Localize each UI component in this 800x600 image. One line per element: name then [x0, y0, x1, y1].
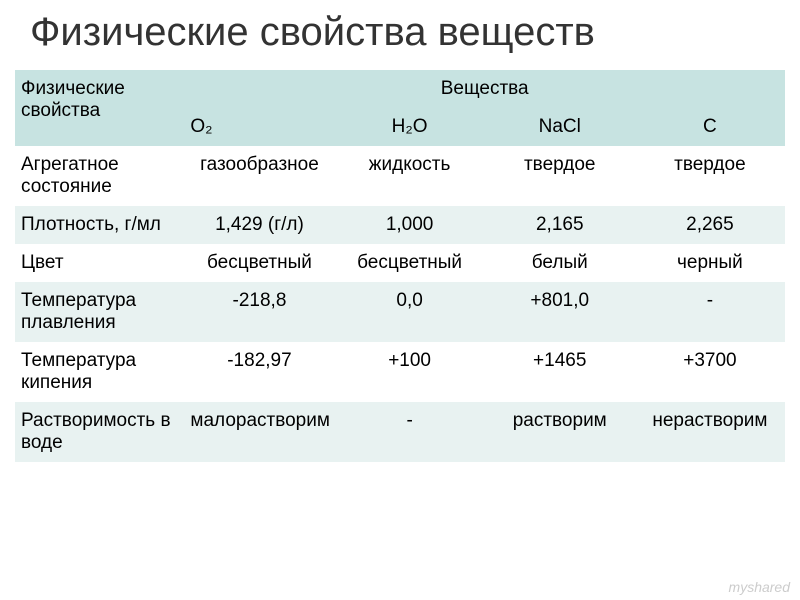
property-cell: Растворимость в воде [15, 402, 184, 462]
property-cell: Температура кипения [15, 342, 184, 402]
property-cell: Цвет [15, 244, 184, 282]
data-cell: черный [635, 244, 785, 282]
property-cell: Плотность, г/мл [15, 206, 184, 244]
data-cell: - [635, 282, 785, 342]
data-cell: +100 [335, 342, 485, 402]
table-row: Плотность, г/мл 1,429 (г/л) 1,000 2,165 … [15, 206, 785, 244]
data-cell: -182,97 [184, 342, 334, 402]
data-cell: малорастворим [184, 402, 334, 462]
property-cell: Температура плавления [15, 282, 184, 342]
table-row: Растворимость в воде малорастворим - рас… [15, 402, 785, 462]
data-cell: твердое [485, 146, 635, 206]
table-container: Физические свойства Вещества O₂ H₂O NaCl… [0, 70, 800, 462]
data-cell: твердое [635, 146, 785, 206]
table-row: Температура кипения -182,97 +100 +1465 +… [15, 342, 785, 402]
data-cell: бесцветный [335, 244, 485, 282]
data-cell: -218,8 [184, 282, 334, 342]
data-cell: +801,0 [485, 282, 635, 342]
formula-h2o: H₂O [335, 108, 485, 146]
property-header: Физические свойства [15, 70, 184, 146]
data-cell: растворим [485, 402, 635, 462]
data-cell: 2,265 [635, 206, 785, 244]
table-row: Температура плавления -218,8 0,0 +801,0 … [15, 282, 785, 342]
formula-o2: O₂ [184, 108, 334, 146]
properties-table: Физические свойства Вещества O₂ H₂O NaCl… [15, 70, 785, 462]
data-cell: газообразное [184, 146, 334, 206]
data-cell: бесцветный [184, 244, 334, 282]
data-cell: 1,000 [335, 206, 485, 244]
property-cell: Агрегатное состояние [15, 146, 184, 206]
data-cell: белый [485, 244, 635, 282]
data-cell: нерастворим [635, 402, 785, 462]
watermark: myshared [729, 579, 790, 595]
slide-title: Физические свойства веществ [0, 0, 800, 70]
formula-nacl: NaCl [485, 108, 635, 146]
header-row-1: Физические свойства Вещества [15, 70, 785, 108]
data-cell: жидкость [335, 146, 485, 206]
formula-c: C [635, 108, 785, 146]
substances-header: Вещества [184, 70, 785, 108]
table-row: Цвет бесцветный бесцветный белый черный [15, 244, 785, 282]
data-cell: +1465 [485, 342, 635, 402]
data-cell: 1,429 (г/л) [184, 206, 334, 244]
data-cell: +3700 [635, 342, 785, 402]
data-cell: 2,165 [485, 206, 635, 244]
data-cell: - [335, 402, 485, 462]
data-cell: 0,0 [335, 282, 485, 342]
table-row: Агрегатное состояние газообразное жидкос… [15, 146, 785, 206]
